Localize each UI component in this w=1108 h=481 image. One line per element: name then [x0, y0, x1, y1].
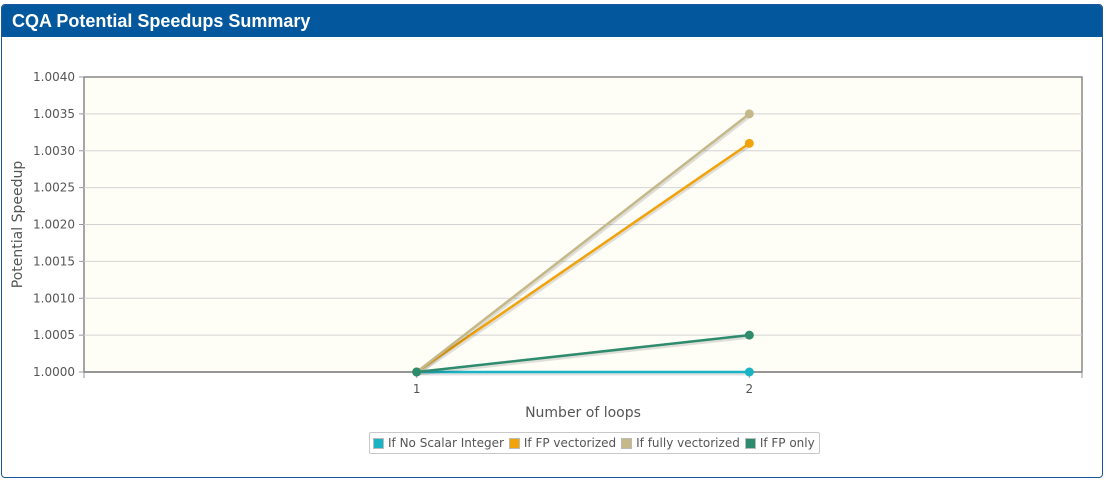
legend-label: If fully vectorized: [636, 436, 740, 450]
legend-item[interactable]: If fully vectorized: [621, 436, 740, 450]
legend-label: If FP only: [759, 436, 815, 450]
y-tick-label: 1.0010: [33, 291, 75, 305]
y-axis-title: Potential Speedup: [10, 161, 26, 289]
legend-swatch: [508, 437, 520, 449]
legend-item[interactable]: If FP only: [744, 436, 815, 450]
data-point: [744, 367, 754, 377]
y-tick-label: 1.0025: [33, 181, 75, 195]
y-tick-label: 1.0040: [33, 70, 75, 84]
chart-legend: If No Scalar Integer If FP vectorized If f…: [369, 432, 820, 454]
data-point: [744, 330, 754, 340]
legend-label: If FP vectorized: [523, 436, 617, 450]
series-line: [415, 142, 751, 374]
y-tick-label: 1.0020: [33, 218, 75, 232]
legend-swatch: [744, 437, 756, 449]
series-line-shadow: [416, 144, 752, 376]
series-line: [415, 112, 751, 373]
y-tick-label: 1.0000: [33, 365, 75, 379]
legend-swatch: [621, 437, 633, 449]
y-tick-label: 1.0015: [33, 254, 75, 268]
series-line: [416, 333, 750, 374]
legend-item[interactable]: If FP vectorized: [508, 436, 617, 450]
data-point: [744, 138, 754, 148]
y-tick-label: 1.0030: [33, 144, 75, 158]
y-tick-label: 1.0005: [33, 328, 75, 342]
legend-swatch: [373, 437, 384, 449]
x-tick-label: 1: [413, 382, 421, 396]
x-axis-title: Number of loops: [525, 405, 641, 421]
data-point: [744, 109, 754, 119]
y-tick-label: 1.0035: [33, 107, 75, 121]
series-line-shadow: [417, 335, 751, 376]
panel-title: CQA Potential Speedups Summary: [2, 5, 1102, 37]
x-tick-label: 2: [746, 382, 754, 396]
legend-label: If No Scalar Integer: [388, 436, 504, 450]
legend-item[interactable]: If No Scalar Integer: [373, 436, 504, 450]
series-line-shadow: [416, 114, 752, 376]
data-point: [412, 367, 422, 377]
